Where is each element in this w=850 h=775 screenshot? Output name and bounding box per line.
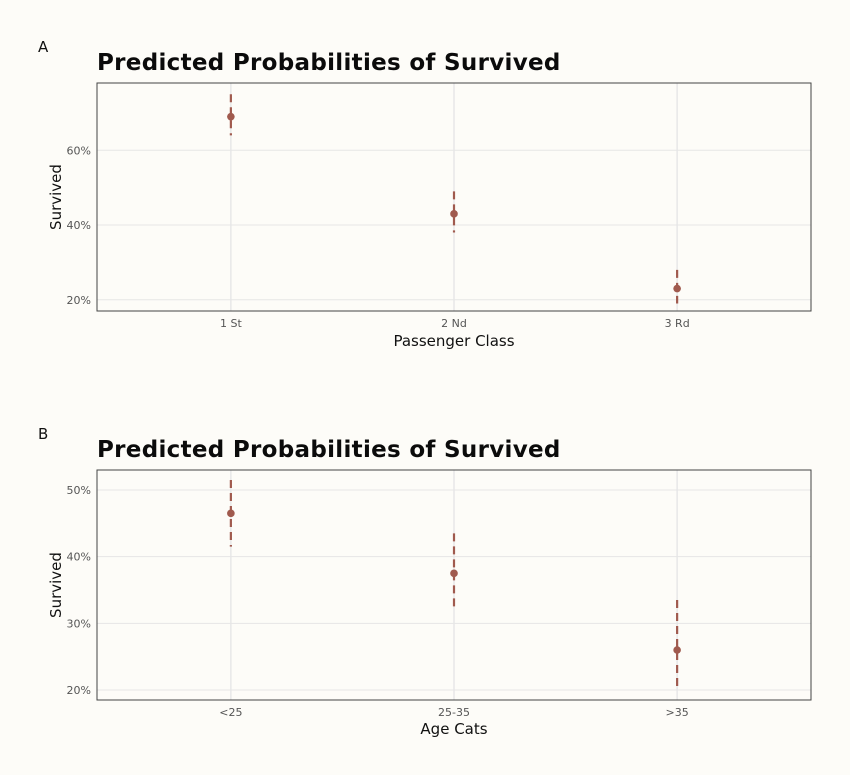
y-tick-label: 20% <box>67 294 91 307</box>
panel-b-plot-area: 20% 30% 40% 50% <25 25-35 >35 <box>67 469 812 719</box>
panel-a-tag: A <box>38 38 49 56</box>
data-point <box>450 569 458 578</box>
y-tick-label: 40% <box>67 551 91 564</box>
x-tick-label: 1 St <box>220 317 242 330</box>
panel-a-title: Predicted Probabilities of Survived <box>97 50 561 76</box>
x-tick-label: 25-35 <box>438 706 470 719</box>
panel-b: B Predicted Probabilities of Survived 20… <box>38 425 812 738</box>
x-tick-label: 3 Rd <box>665 317 690 330</box>
x-tick-label: 2 Nd <box>441 317 467 330</box>
y-tick-label: 60% <box>67 144 91 157</box>
data-point <box>227 112 235 121</box>
panel-a-x-axis-title: Passenger Class <box>393 332 514 350</box>
data-point <box>673 646 681 654</box>
y-tick-label: 50% <box>67 484 91 497</box>
panel-a: A Predicted Probabilities of Survived 20… <box>38 38 812 350</box>
x-tick-label: >35 <box>666 706 689 719</box>
data-point <box>227 509 235 518</box>
y-tick-label: 40% <box>67 219 91 232</box>
panel-a-plot-area: 20% 40% 60% 1 St 2 Nd 3 Rd <box>67 82 812 330</box>
plot-frame <box>96 469 812 701</box>
panel-b-tag: B <box>38 425 48 443</box>
panel-b-title: Predicted Probabilities of Survived <box>97 437 561 463</box>
panel-a-y-axis-title: Survived <box>47 164 65 230</box>
y-tick-label: 30% <box>67 617 91 630</box>
data-point <box>673 284 681 293</box>
data-point <box>450 210 458 218</box>
x-tick-label: <25 <box>219 706 242 719</box>
y-tick-label: 20% <box>67 684 91 697</box>
panel-b-y-axis-title: Survived <box>47 552 65 618</box>
panel-b-x-axis-title: Age Cats <box>420 720 487 738</box>
plot-frame <box>96 82 812 312</box>
